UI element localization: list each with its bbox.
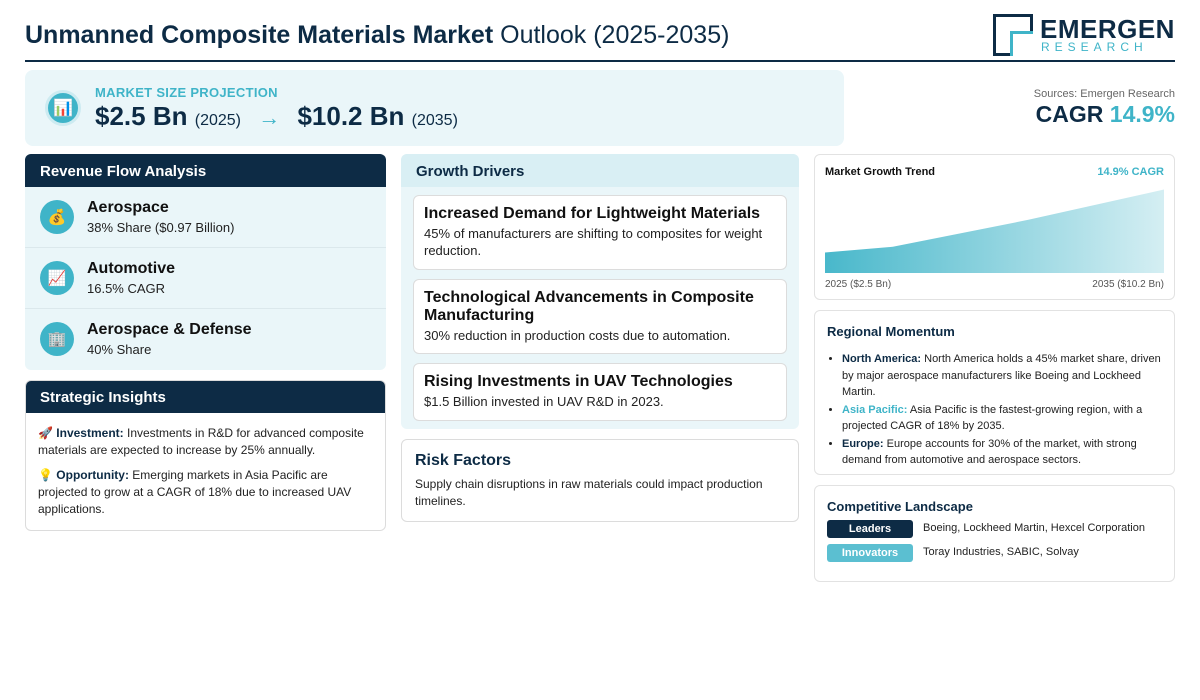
revenue-item: 💰 Aerospace 38% Share ($0.97 Billion) xyxy=(25,187,386,248)
regional-momentum-title: Regional Momentum xyxy=(827,324,955,339)
regional-momentum-card: Regional Momentum North America: North A… xyxy=(814,310,1175,475)
strategic-insights-body: 🚀 Investment: Investments in R&D for adv… xyxy=(26,413,385,530)
region-item: Europe: Europe accounts for 30% of the m… xyxy=(842,436,1162,469)
revenue-item-name: Aerospace xyxy=(87,199,169,216)
lightbulb-icon: 💡 xyxy=(38,468,53,482)
risk-factors-card: Risk Factors Supply chain disruptions in… xyxy=(401,439,799,522)
market-growth-trend-card: Market Growth Trend 14.9% CAGR 2025 ($2.… xyxy=(814,154,1175,300)
source-note: Sources: Emergen Research xyxy=(1033,88,1175,100)
trend-chart-icon: 📈 xyxy=(40,261,74,295)
driver-desc: $1.5 Billion invested in UAV R&D in 2023… xyxy=(424,394,664,409)
growth-drivers-card: Growth Drivers Increased Demand for Ligh… xyxy=(401,154,799,429)
trend-end-label: 2035 ($10.2 Bn) xyxy=(1092,279,1164,290)
insight-label: Investment: xyxy=(56,426,124,440)
driver-title: Technological Advancements in Composite … xyxy=(424,289,754,324)
arrow-right-icon: → xyxy=(258,105,281,130)
logo-main-text: EMERGEN xyxy=(1040,14,1175,44)
growth-area-series xyxy=(825,189,1164,273)
driver-title: Increased Demand for Lightweight Materia… xyxy=(424,205,761,222)
growth-area-chart xyxy=(825,189,1164,273)
revenue-item-detail: 16.5% CAGR xyxy=(87,281,166,296)
insight-text: Emerging markets in Asia Pacific are pro… xyxy=(38,468,352,516)
growth-drivers-title: Growth Drivers xyxy=(401,154,799,187)
revenue-flow-title: Revenue Flow Analysis xyxy=(25,154,386,187)
region-text: Asia Pacific is the fastest-growing regi… xyxy=(842,403,1143,433)
competitive-landscape-title: Competitive Landscape xyxy=(827,499,973,514)
strategic-insights-title: Strategic Insights xyxy=(26,381,385,413)
page-title-bold: Unmanned Composite Materials Market xyxy=(25,21,494,49)
rocket-icon: 🚀 xyxy=(38,426,53,440)
leaders-badge: Leaders xyxy=(827,520,913,538)
cagr-percent: 14.9% xyxy=(1109,101,1175,127)
driver-title: Rising Investments in UAV Technologies xyxy=(424,373,733,390)
driver-item: Rising Investments in UAV Technologies $… xyxy=(413,363,787,421)
driver-item: Technological Advancements in Composite … xyxy=(413,279,787,354)
innovators-badge: Innovators xyxy=(827,544,913,562)
region-list: North America: North America holds a 45%… xyxy=(827,351,1162,469)
competitor-row: Leaders Boeing, Lockheed Martin, Hexcel … xyxy=(827,520,1162,538)
insight-text: Investments in R&D for advanced composit… xyxy=(38,426,364,457)
projection-end-value: $10.2 Bn xyxy=(297,101,405,131)
insight-label: Opportunity: xyxy=(56,468,129,482)
logo-sub-text: RESEARCH xyxy=(1041,40,1148,54)
driver-item: Increased Demand for Lightweight Materia… xyxy=(413,195,787,270)
competitor-row: Innovators Toray Industries, SABIC, Solv… xyxy=(827,544,1162,562)
competitor-names: Boeing, Lockheed Martin, Hexcel Corporat… xyxy=(923,522,1145,534)
revenue-item-detail: 38% Share ($0.97 Billion) xyxy=(87,220,235,235)
risk-factors-title: Risk Factors xyxy=(415,452,512,469)
region-label: North America: xyxy=(842,353,922,365)
revenue-item-name: Aerospace & Defense xyxy=(87,321,252,338)
insight-item: 🚀 Investment: Investments in R&D for adv… xyxy=(38,425,373,459)
cagr-label: CAGR xyxy=(1035,101,1104,127)
region-item: Asia Pacific: Asia Pacific is the fastes… xyxy=(842,402,1162,435)
revenue-item-detail: 40% Share xyxy=(87,342,152,357)
competitive-landscape-card: Competitive Landscape Leaders Boeing, Lo… xyxy=(814,485,1175,582)
page-header: Unmanned Composite Materials Market Outl… xyxy=(25,12,1175,62)
projection-label: MARKET SIZE PROJECTION xyxy=(95,85,278,100)
revenue-item-name: Automotive xyxy=(87,260,175,277)
revenue-flow-card: Revenue Flow Analysis 💰 Aerospace 38% Sh… xyxy=(25,154,386,370)
region-text: Europe accounts for 30% of the market, w… xyxy=(842,437,1137,467)
trend-start-label: 2025 ($2.5 Bn) xyxy=(825,279,892,290)
projection-start-value: $2.5 Bn xyxy=(95,101,188,131)
competitor-names: Toray Industries, SABIC, Solvay xyxy=(923,546,1079,558)
revenue-item: 📈 Automotive 16.5% CAGR xyxy=(25,248,386,309)
cagr-summary: Sources: Emergen Research CAGR 14.9% xyxy=(1034,88,1175,128)
projection-start-year: (2025) xyxy=(194,112,241,129)
building-icon: 🏢 xyxy=(40,322,74,356)
region-label: Europe: xyxy=(842,437,884,450)
page-title: Unmanned Composite Materials Market Outl… xyxy=(25,21,729,50)
logo-mark-icon xyxy=(993,14,1033,56)
trend-cagr: 14.9% CAGR xyxy=(1097,166,1164,178)
insight-item: 💡 Opportunity: Emerging markets in Asia … xyxy=(38,467,373,518)
region-text: North America holds a 45% market share, … xyxy=(842,353,1161,398)
driver-desc: 45% of manufacturers are shifting to com… xyxy=(424,226,763,258)
market-size-projection: 📊 MARKET SIZE PROJECTION $2.5 Bn (2025) … xyxy=(25,70,844,146)
projection-end-year: (2035) xyxy=(411,112,458,129)
revenue-item: 🏢 Aerospace & Defense 40% Share xyxy=(25,309,386,370)
driver-desc: 30% reduction in production costs due to… xyxy=(424,328,731,343)
strategic-insights-card: Strategic Insights 🚀 Investment: Investm… xyxy=(25,380,386,531)
cagr-value: CAGR 14.9% xyxy=(1034,101,1175,128)
page-title-rest: Outlook (2025-2035) xyxy=(500,21,730,49)
region-label: Asia Pacific: xyxy=(842,403,908,416)
trend-title: Market Growth Trend xyxy=(825,166,936,178)
region-item: North America: North America holds a 45%… xyxy=(842,351,1162,401)
risk-factors-desc: Supply chain disruptions in raw material… xyxy=(415,477,763,508)
bar-chart-icon: 📊 xyxy=(45,90,81,126)
projection-values: $2.5 Bn (2025) → $10.2 Bn (2035) xyxy=(95,101,458,132)
money-bag-icon: 💰 xyxy=(40,200,74,234)
emergen-logo: EMERGEN RESEARCH xyxy=(993,14,1174,56)
